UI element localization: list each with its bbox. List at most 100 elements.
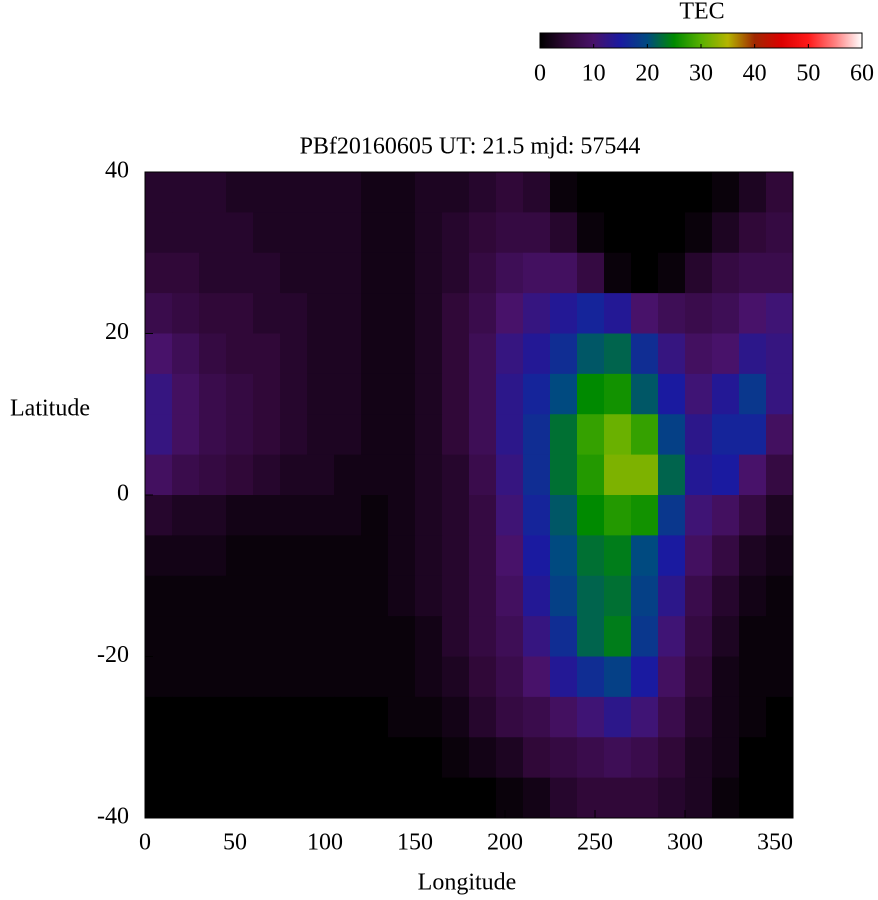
heatmap-cell (685, 454, 713, 496)
heatmap-cell (658, 656, 686, 698)
heatmap-cell (226, 575, 254, 617)
heatmap-cell (577, 535, 605, 577)
heatmap-cell (226, 252, 254, 294)
heatmap-cell (334, 616, 362, 657)
heatmap-cell (253, 535, 281, 577)
heatmap-cell (658, 616, 686, 657)
heatmap-cell (361, 777, 389, 819)
heatmap-cell (523, 777, 551, 819)
heatmap-cell (199, 535, 227, 577)
heatmap-cell (145, 616, 173, 657)
heatmap-cell (496, 172, 524, 213)
heatmap-cell (280, 333, 308, 375)
heatmap-cell (145, 535, 173, 577)
heatmap-cell (550, 656, 578, 698)
heatmap-cell (415, 293, 443, 334)
heatmap-cell (577, 212, 605, 254)
heatmap-cell (415, 414, 443, 456)
heatmap-cell (388, 696, 416, 738)
heatmap-cell (658, 495, 686, 536)
heatmap-cell (523, 333, 551, 375)
heatmap-cell (172, 373, 200, 415)
heatmap-cell (388, 373, 416, 415)
heatmap-cell (145, 333, 173, 375)
heatmap-cell (712, 616, 740, 657)
heatmap-cell (712, 454, 740, 496)
heatmap-cell (172, 212, 200, 254)
heatmap-cell (361, 212, 389, 254)
heatmap-cell (415, 252, 443, 294)
heatmap-cell (766, 616, 794, 657)
heatmap-cell (604, 616, 632, 657)
heatmap-cell (685, 414, 713, 456)
heatmap-cell (145, 656, 173, 698)
heatmap-cell (226, 535, 254, 577)
heatmap-cell (361, 575, 389, 617)
heatmap-cell (307, 454, 335, 496)
heatmap-cell (685, 737, 713, 779)
heatmap-cell (658, 252, 686, 294)
heatmap-cell (658, 454, 686, 496)
heatmap-cell (766, 373, 794, 415)
heatmap-cell (442, 172, 470, 213)
heatmap-cell (388, 454, 416, 496)
heatmap-cell (739, 293, 767, 334)
heatmap-cell (226, 495, 254, 536)
heatmap-cell (361, 373, 389, 415)
heatmap-cell (631, 616, 659, 657)
heatmap-cell (280, 737, 308, 779)
heatmap-cell (388, 575, 416, 617)
heatmap-cell (361, 656, 389, 698)
heatmap-cell (739, 616, 767, 657)
heatmap-cell (442, 777, 470, 819)
heatmap-cell (550, 535, 578, 577)
heatmap-cell (577, 495, 605, 536)
heatmap-cell (145, 212, 173, 254)
heatmap-cell (604, 495, 632, 536)
heatmap-cell (658, 333, 686, 375)
heatmap-cell (631, 373, 659, 415)
heatmap-cell (361, 293, 389, 334)
heatmap-cell (469, 414, 497, 456)
heatmap-cell (550, 575, 578, 617)
heatmap-cell (253, 172, 281, 213)
heatmap-cell (523, 293, 551, 334)
heatmap-cell (739, 373, 767, 415)
heatmap-cell (469, 656, 497, 698)
heatmap-cell (199, 333, 227, 375)
heatmap-cell (766, 172, 794, 213)
heatmap-cell (361, 454, 389, 496)
heatmap-cell (334, 333, 362, 375)
heatmap-cell (739, 333, 767, 375)
y-tick-label: 40 (105, 158, 129, 184)
heatmap-cell (334, 495, 362, 536)
colorbar-tick-label: 0 (534, 61, 546, 87)
heatmap-cell (739, 696, 767, 738)
heatmap-cell (145, 575, 173, 617)
heatmap-cell (739, 252, 767, 294)
heatmap-cell (766, 252, 794, 294)
heatmap-cell (334, 414, 362, 456)
heatmap-cell (712, 373, 740, 415)
heatmap-cell (550, 414, 578, 456)
heatmap-cell (469, 454, 497, 496)
heatmap-cell (199, 737, 227, 779)
heatmap-cell (442, 373, 470, 415)
heatmap-cell (442, 737, 470, 779)
heatmap-cell (334, 252, 362, 294)
heatmap-cell (226, 414, 254, 456)
heatmap-cell (253, 333, 281, 375)
heatmap-cell (739, 777, 767, 819)
heatmap-cell (712, 252, 740, 294)
heatmap-cell (307, 293, 335, 334)
heatmap-cell (550, 495, 578, 536)
heatmap-cell (145, 293, 173, 334)
heatmap-cell (442, 575, 470, 617)
heatmap-cell (280, 696, 308, 738)
heatmap-cell (685, 172, 713, 213)
heatmap-cell (712, 172, 740, 213)
heatmap-cell (604, 737, 632, 779)
colorbar-tick-label: 40 (743, 61, 767, 87)
heatmap-cell (712, 696, 740, 738)
heatmap-cell (199, 777, 227, 819)
